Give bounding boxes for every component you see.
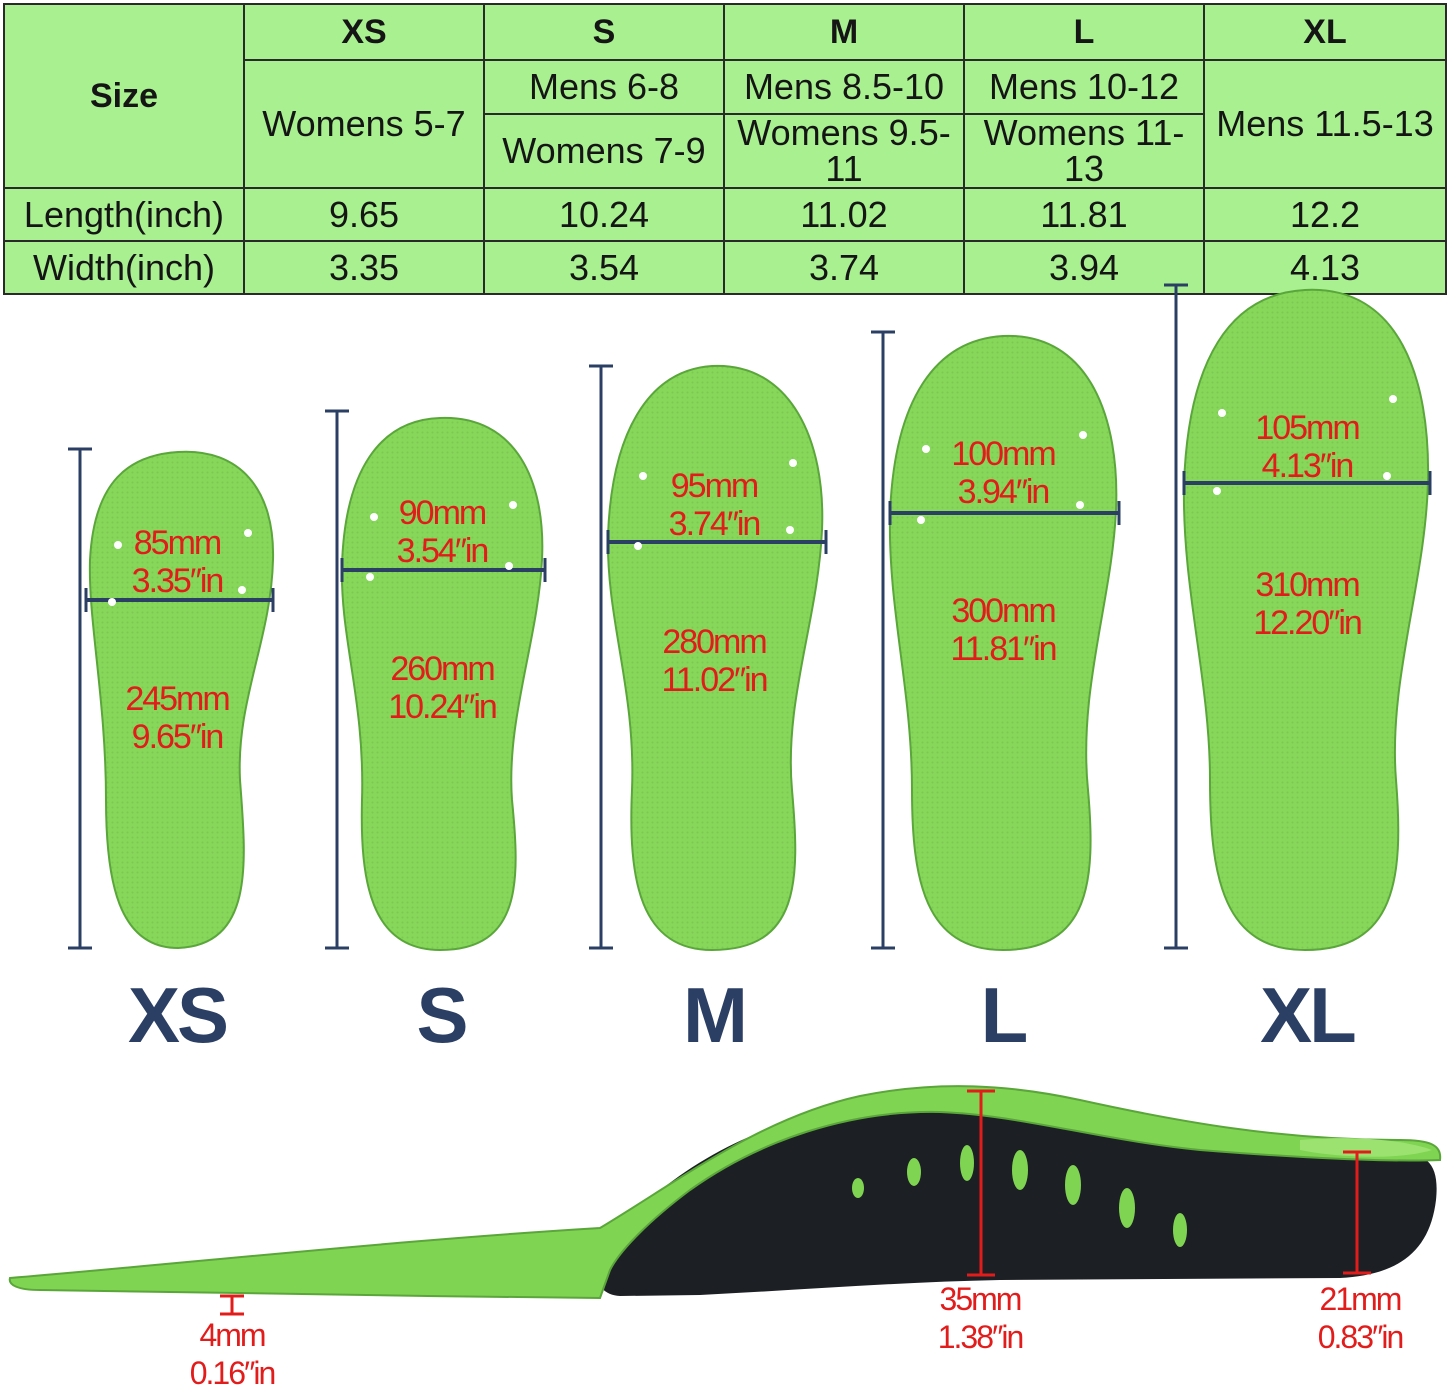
xl-width-label: 105mm 4.13″in xyxy=(1217,409,1397,485)
s-length-in: 10.24″in xyxy=(388,688,498,726)
s-length-mm: 260mm xyxy=(390,650,495,688)
xl-length-in: 12.20″in xyxy=(1253,604,1363,642)
insole-xs xyxy=(68,447,275,950)
size-col-l: L xyxy=(963,3,1205,61)
l-width-mm: 100mm xyxy=(951,435,1056,473)
toe-thickness-label: 4mm 0.16″in xyxy=(152,1316,312,1392)
m-width-in: 3.74″in xyxy=(668,505,762,543)
insole-xs-shape xyxy=(88,450,275,950)
m-length-in: 11.02″in xyxy=(661,661,768,699)
s-width-label: 90mm 3.54″in xyxy=(352,494,532,570)
size-col-xs: XS xyxy=(243,3,485,61)
length-l: 11.81 xyxy=(963,187,1205,242)
width-xl: 4.13 xyxy=(1203,240,1447,295)
width-s: 3.54 xyxy=(483,240,725,295)
length-s: 10.24 xyxy=(483,187,725,242)
length-xs: 9.65 xyxy=(243,187,485,242)
size-letter-m: M xyxy=(683,971,748,1059)
size-letter-l: L xyxy=(980,971,1029,1059)
size-letter-xl: XL xyxy=(1260,971,1357,1059)
m-length-mm: 280mm xyxy=(662,623,767,661)
insole-side-view xyxy=(8,1085,1442,1316)
thickness-markers xyxy=(220,1089,1371,1316)
insole-s xyxy=(325,409,547,952)
insole-m xyxy=(589,364,828,952)
xs-width-in: 3.35″in xyxy=(131,562,225,600)
size-chart-table: Size XS S M L XL Womens 5-7 Mens 6-8 Men… xyxy=(3,3,1447,295)
insole-base-shell xyxy=(595,1102,1437,1296)
length-label: Length(inch) xyxy=(3,187,245,242)
arch-height-mm: 35mm xyxy=(939,1281,1023,1317)
size-letter-s: S xyxy=(416,971,468,1059)
xs-width-label: 85mm 3.35″in xyxy=(87,524,267,600)
l-width-in: 3.94″in xyxy=(957,473,1051,511)
size-col-m: M xyxy=(723,3,965,61)
s-width-mm: 90mm xyxy=(398,494,487,532)
fit-xs: Womens 5-7 xyxy=(243,59,485,189)
fit-l-mens: Mens 10-12 xyxy=(963,59,1205,115)
size-col-s: S xyxy=(483,3,725,61)
m-width-label: 95mm 3.74″in xyxy=(624,467,804,543)
fit-l-womens: Womens 11-13 xyxy=(963,113,1205,189)
arch-height-label: 35mm 1.38″in xyxy=(900,1280,1060,1356)
fit-s-mens: Mens 6-8 xyxy=(483,59,725,115)
width-xs: 3.35 xyxy=(243,240,485,295)
xs-length-mm: 245mm xyxy=(125,680,230,718)
xl-length-label: 310mm 12.20″in xyxy=(1217,566,1397,642)
size-header: Size xyxy=(3,3,245,189)
l-width-label: 100mm 3.94″in xyxy=(913,435,1093,511)
insole-l xyxy=(871,330,1121,952)
fit-xl: Mens 11.5-13 xyxy=(1203,59,1447,189)
xl-length-mm: 310mm xyxy=(1255,566,1360,604)
arch-height-in: 1.38″in xyxy=(937,1319,1025,1355)
ventilation-holes xyxy=(108,395,1397,606)
toe-thickness-mm: 4mm xyxy=(199,1317,266,1353)
heel-height-mm: 21mm xyxy=(1319,1281,1403,1317)
width-m: 3.74 xyxy=(723,240,965,295)
arch-ventilation-slots xyxy=(852,1145,1187,1247)
l-length-label: 300mm 11.81″in xyxy=(913,592,1093,668)
heel-height-label: 21mm 0.83″in xyxy=(1280,1280,1440,1356)
l-length-in: 11.81″in xyxy=(950,630,1057,668)
xs-length-in: 9.65″in xyxy=(131,718,225,756)
size-letter-xs: XS xyxy=(127,971,229,1059)
insole-top-layer xyxy=(8,1085,1442,1300)
l-length-mm: 300mm xyxy=(951,592,1056,630)
insole-xl xyxy=(1164,283,1432,952)
xs-width-mm: 85mm xyxy=(133,524,222,562)
fit-m-womens: Womens 9.5-11 xyxy=(723,113,965,189)
m-width-mm: 95mm xyxy=(670,467,759,505)
size-col-xl: XL xyxy=(1203,3,1447,61)
insole-top-views xyxy=(68,283,1432,952)
fit-s-womens: Womens 7-9 xyxy=(483,113,725,189)
toe-thickness-in: 0.16″in xyxy=(189,1355,277,1391)
m-length-label: 280mm 11.02″in xyxy=(624,623,804,699)
xl-width-in: 4.13″in xyxy=(1261,447,1355,485)
xs-length-label: 245mm 9.65″in xyxy=(87,680,267,756)
heel-height-in: 0.83″in xyxy=(1317,1319,1405,1355)
s-width-in: 3.54″in xyxy=(396,532,490,570)
fit-m-mens: Mens 8.5-10 xyxy=(723,59,965,115)
s-length-label: 260mm 10.24″in xyxy=(352,650,532,726)
length-m: 11.02 xyxy=(723,187,965,242)
width-label: Width(inch) xyxy=(3,240,245,295)
xl-width-mm: 105mm xyxy=(1255,409,1360,447)
length-xl: 12.2 xyxy=(1203,187,1447,242)
